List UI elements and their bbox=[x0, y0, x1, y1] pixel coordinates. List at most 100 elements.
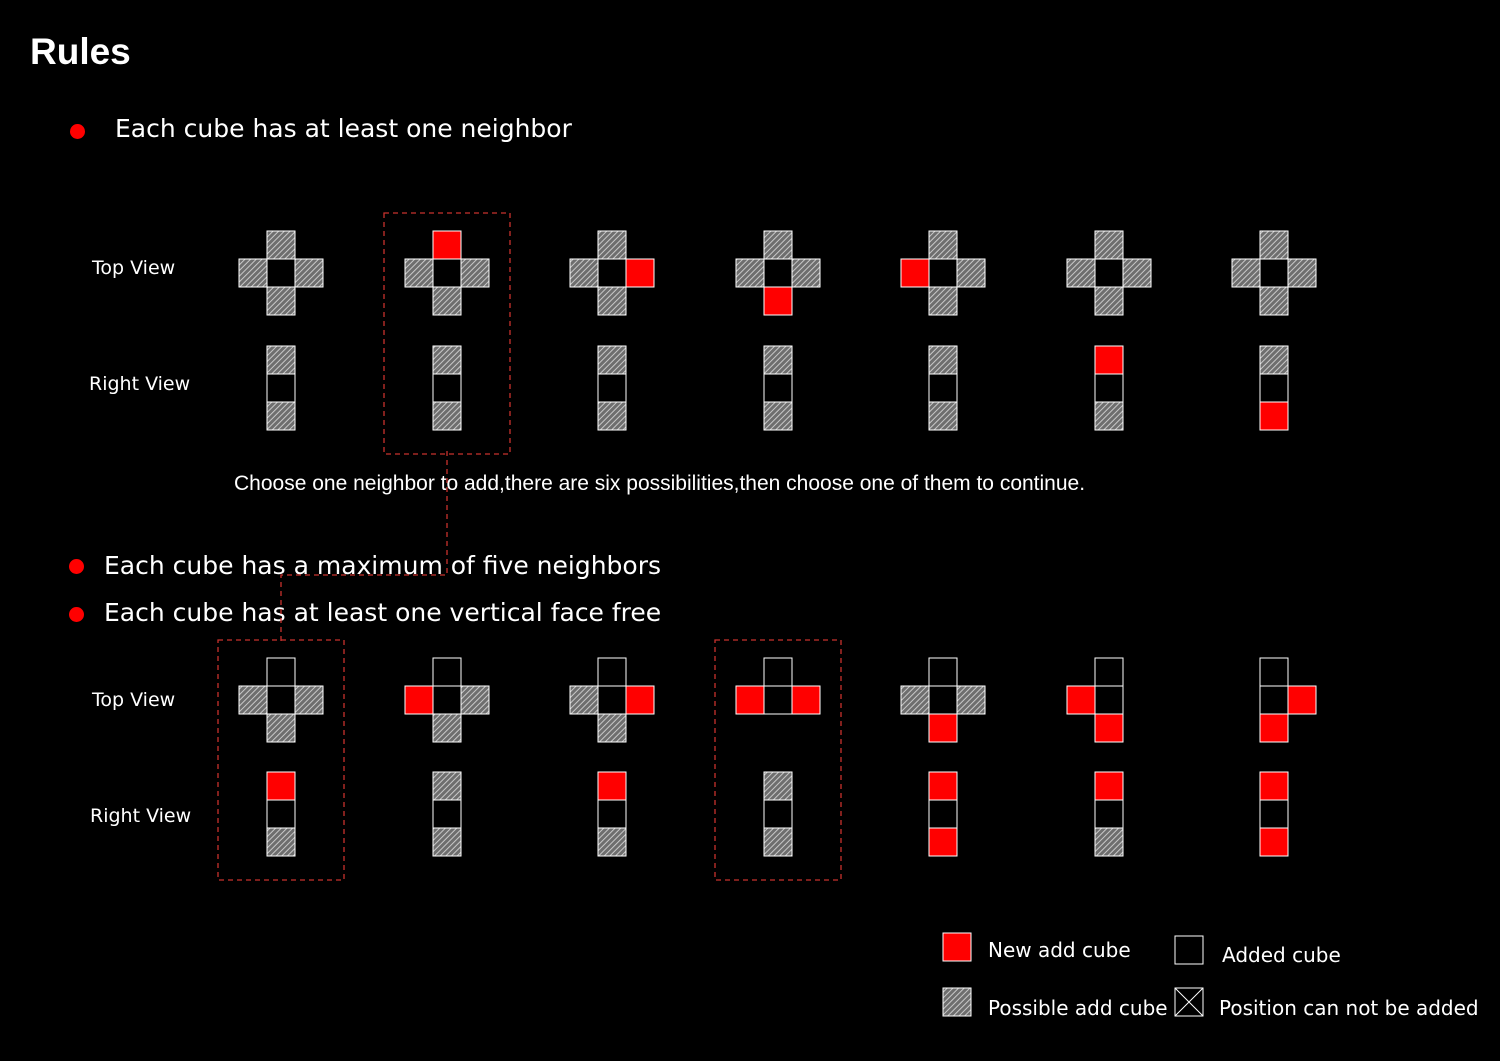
right-view-cell-1 bbox=[432, 373, 462, 403]
top-view-cell-right bbox=[956, 685, 986, 715]
right-view-cell-1 bbox=[597, 373, 627, 403]
top-view-cell-right bbox=[294, 258, 324, 288]
right-view-cell-2 bbox=[266, 401, 296, 431]
top-view-cell-left bbox=[238, 685, 268, 715]
right-view-cell-1 bbox=[763, 373, 793, 403]
rule-3-text: Each cube has at least one vertical face… bbox=[104, 598, 662, 627]
highlight-connectors bbox=[280, 451, 448, 643]
top-view-cell-up bbox=[266, 657, 296, 687]
right-view-cell-1 bbox=[928, 373, 958, 403]
top-view-cell-down bbox=[928, 286, 958, 316]
right-view-cell-1 bbox=[597, 799, 627, 829]
top-view-cell-right bbox=[294, 685, 324, 715]
top-view-cell-left bbox=[900, 685, 930, 715]
top-view-cell-left bbox=[569, 258, 599, 288]
top-view-cell-center bbox=[597, 685, 627, 715]
top-view-cell-left bbox=[569, 685, 599, 715]
right-view-cell-0 bbox=[266, 771, 296, 801]
legend-added-label: Added cube bbox=[1222, 943, 1341, 967]
right-view-cell-1 bbox=[432, 799, 462, 829]
top-view-cell-center bbox=[928, 258, 958, 288]
top-view-cell-center bbox=[1259, 258, 1289, 288]
right-view-cell-1 bbox=[266, 373, 296, 403]
top-view-cell-left bbox=[404, 258, 434, 288]
top-view-cell-up bbox=[597, 230, 627, 260]
top-view-cell-up bbox=[1259, 230, 1289, 260]
top-view-cell-right bbox=[1287, 258, 1317, 288]
top-view-cell-center bbox=[432, 685, 462, 715]
right-view-cell-1 bbox=[763, 799, 793, 829]
right-view-cell-1 bbox=[266, 799, 296, 829]
highlight-frame bbox=[714, 639, 842, 881]
top-view-cell-down bbox=[597, 286, 627, 316]
top-view-cell-left bbox=[404, 685, 434, 715]
top-view-cell-down bbox=[1094, 286, 1124, 316]
legend-new-label: New add cube bbox=[988, 938, 1131, 962]
top-view-cell-left bbox=[900, 258, 930, 288]
top-view-cell-left bbox=[238, 258, 268, 288]
right-view-cell-2 bbox=[432, 401, 462, 431]
top-view-cell-up bbox=[432, 230, 462, 260]
cube-cells bbox=[238, 230, 1317, 857]
right-view-cell-2 bbox=[928, 827, 958, 857]
top-view-cell-right bbox=[460, 258, 490, 288]
top-view-cell-center bbox=[266, 258, 296, 288]
legend-possible-label: Possible add cube bbox=[988, 996, 1168, 1020]
top-view-cell-up bbox=[1094, 657, 1124, 687]
right-view-cell-2 bbox=[1094, 401, 1124, 431]
bullet-dot bbox=[69, 559, 84, 574]
top-view-cell-up bbox=[266, 230, 296, 260]
top-view-cell-left bbox=[735, 685, 765, 715]
top-view-cell-up bbox=[763, 657, 793, 687]
top-view-cell-left bbox=[1066, 258, 1096, 288]
right-view-cell-2 bbox=[266, 827, 296, 857]
top-view-cell-down bbox=[1259, 713, 1289, 743]
top-view-cell-down bbox=[432, 286, 462, 316]
row-1-top-view-label: Top View bbox=[92, 257, 176, 279]
right-view-cell-0 bbox=[1094, 345, 1124, 375]
right-view-cell-1 bbox=[1094, 799, 1124, 829]
top-view-cell-center bbox=[432, 258, 462, 288]
bullet-dot bbox=[69, 607, 84, 622]
right-view-cell-0 bbox=[928, 345, 958, 375]
top-view-cell-right bbox=[791, 258, 821, 288]
top-view-cell-down bbox=[597, 713, 627, 743]
top-view-cell-up bbox=[432, 657, 462, 687]
rule-1-text: Each cube has at least one neighbor bbox=[115, 114, 572, 143]
right-view-cell-0 bbox=[597, 345, 627, 375]
top-view-cell-right bbox=[1287, 685, 1317, 715]
right-view-cell-1 bbox=[1094, 373, 1124, 403]
connector-line bbox=[280, 451, 448, 643]
top-view-cell-down bbox=[928, 713, 958, 743]
top-view-cell-left bbox=[735, 258, 765, 288]
top-view-cell-right bbox=[460, 685, 490, 715]
top-view-cell-center bbox=[763, 685, 793, 715]
right-view-cell-1 bbox=[1259, 373, 1289, 403]
legend-blocked-label: Position can not be added bbox=[1219, 996, 1479, 1020]
top-view-cell-down bbox=[266, 713, 296, 743]
top-view-cell-left bbox=[1066, 685, 1096, 715]
top-view-cell-center bbox=[597, 258, 627, 288]
row-1-right-view-label: Right View bbox=[89, 373, 191, 395]
right-view-cell-0 bbox=[432, 345, 462, 375]
top-view-cell-up bbox=[763, 230, 793, 260]
top-view-cell-left bbox=[1231, 258, 1261, 288]
right-view-cell-2 bbox=[1094, 827, 1124, 857]
top-view-cell-center bbox=[1094, 685, 1124, 715]
top-view-cell-center bbox=[1094, 258, 1124, 288]
right-view-cell-0 bbox=[1259, 771, 1289, 801]
right-view-cell-0 bbox=[763, 345, 793, 375]
right-view-cell-2 bbox=[763, 827, 793, 857]
top-view-cell-right bbox=[956, 258, 986, 288]
top-view-cell-right bbox=[791, 685, 821, 715]
top-view-cell-right bbox=[625, 685, 655, 715]
right-view-cell-2 bbox=[432, 827, 462, 857]
right-view-cell-0 bbox=[763, 771, 793, 801]
legend-new-swatch bbox=[942, 932, 972, 962]
top-view-cell-down bbox=[432, 713, 462, 743]
legend-possible-swatch bbox=[942, 987, 972, 1017]
highlight-frame bbox=[383, 212, 511, 455]
legend-blocked-swatch bbox=[1174, 987, 1204, 1017]
highlight-frame bbox=[217, 639, 345, 881]
